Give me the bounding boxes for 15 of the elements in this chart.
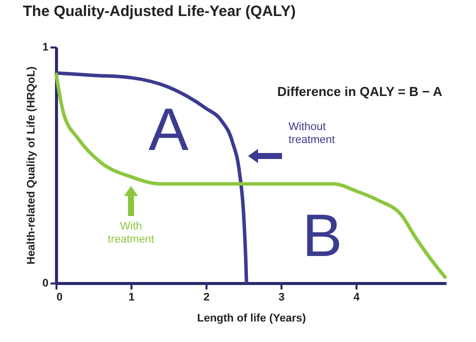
- x-tick-label: 1: [128, 292, 135, 304]
- y-axis-title: Health-related Quality of Life (HRQoL): [25, 66, 38, 265]
- x-tick-label: 2: [203, 292, 210, 304]
- x-axis-title: Length of life (Years): [197, 312, 306, 324]
- x-tick-label: 3: [278, 292, 285, 304]
- line-series: [54, 71, 448, 280]
- x-tick-label: 0: [56, 292, 63, 304]
- text: Without treatment: [288, 121, 335, 146]
- annotation: Difference in QALY = B − A: [277, 84, 443, 99]
- chart-title: The Quality-Adjusted Life-Year (QALY): [22, 3, 296, 20]
- annotation: B: [302, 202, 342, 270]
- x-tick-label: 4: [353, 292, 360, 304]
- line-series: [54, 71, 248, 285]
- text: With treatment: [108, 220, 154, 246]
- annotation: A: [148, 96, 189, 163]
